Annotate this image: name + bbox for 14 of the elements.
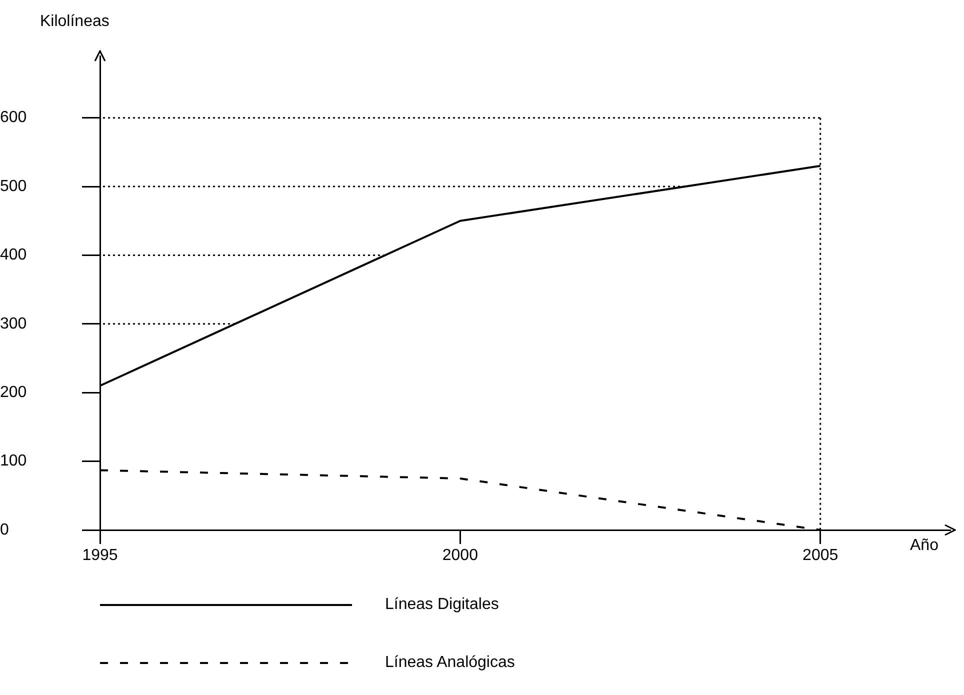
y-axis-title: Kilolíneas <box>40 13 110 30</box>
y-tick-label: 600 <box>0 109 27 126</box>
y-tick-label: 500 <box>0 178 27 195</box>
legend-label: Líneas Analógicas <box>385 654 515 672</box>
y-tick-label: 200 <box>0 384 27 402</box>
legend-label: Líneas Digitales <box>385 596 499 614</box>
x-tick-label: 1995 <box>82 547 118 564</box>
y-tick-label: 400 <box>0 246 27 264</box>
y-tick-label: 100 <box>0 452 27 470</box>
x-tick-label: 2000 <box>442 547 478 564</box>
x-tick-label: 2005 <box>802 547 838 564</box>
y-tick-label: 0 <box>0 521 9 538</box>
y-tick-label: 300 <box>0 315 27 332</box>
x-axis-title: Año <box>910 537 939 554</box>
